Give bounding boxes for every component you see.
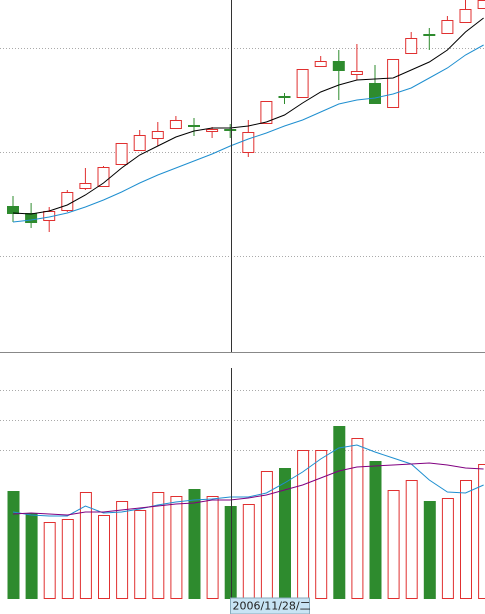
volume-bar <box>405 480 418 599</box>
candle-body <box>278 96 291 98</box>
volume-bar <box>98 515 110 599</box>
crosshair-label-box <box>230 597 310 614</box>
candle-body <box>296 69 309 98</box>
volume-bar <box>387 490 400 599</box>
candle-body <box>7 206 19 214</box>
volume-bar <box>351 438 364 599</box>
candle-body <box>206 129 219 132</box>
candle-body <box>314 61 327 67</box>
candle-body <box>242 132 255 153</box>
moving-average-line <box>12 444 484 517</box>
moving-average-line <box>12 462 484 516</box>
candle-body <box>79 183 92 189</box>
volume-bar <box>152 492 165 599</box>
candle-body <box>350 71 363 75</box>
volume-bar <box>279 468 291 599</box>
candle-body <box>405 38 418 54</box>
candle-body <box>61 192 74 211</box>
volume-bar <box>25 513 38 599</box>
candle-body <box>459 9 472 23</box>
volume-bar <box>79 492 92 599</box>
volume-bar <box>170 496 183 599</box>
volume-bar <box>297 450 310 599</box>
moving-average-line <box>12 44 484 223</box>
volume-bar <box>134 510 147 599</box>
candle-body <box>133 135 146 151</box>
candle-body <box>441 20 454 34</box>
volume-bar <box>478 464 485 599</box>
candle-body <box>423 34 436 36</box>
volume-bar <box>7 491 20 599</box>
volume-bar <box>206 496 219 599</box>
volume-bar <box>315 450 328 599</box>
candle-body <box>332 61 345 71</box>
crosshair-date-label: 2006/11/28/二 <box>233 600 311 613</box>
candle-body <box>25 213 38 223</box>
volume-bar <box>116 501 129 599</box>
volume-bar <box>333 426 346 599</box>
volume-bar <box>188 489 201 599</box>
volume-bar <box>369 461 382 599</box>
candle-body <box>151 131 164 139</box>
candle-body <box>477 0 485 9</box>
moving-average-line <box>12 17 484 215</box>
candle-body <box>169 120 182 129</box>
volume-bar <box>61 519 74 599</box>
volume-bar <box>224 506 237 599</box>
volume-bar <box>460 480 472 599</box>
volume-bar <box>423 501 436 599</box>
candle-body <box>97 167 110 187</box>
volume-bar <box>242 504 255 599</box>
candle-body <box>260 101 273 124</box>
candle-body <box>387 59 400 108</box>
volume-bar <box>43 522 56 599</box>
volume-bar <box>441 498 454 599</box>
candle-body <box>115 143 128 165</box>
candle-body <box>369 83 381 104</box>
candle-body <box>224 129 237 131</box>
candle-body <box>188 125 200 127</box>
